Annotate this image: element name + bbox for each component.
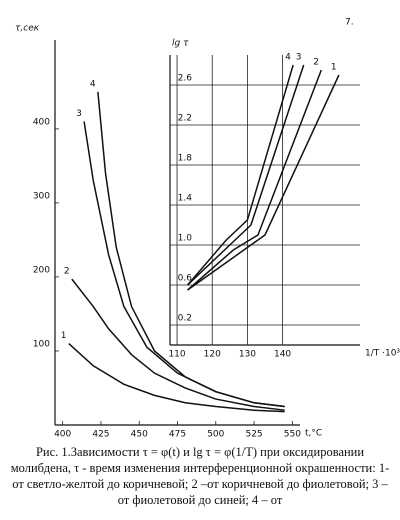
y-tick-label: 300: [33, 191, 50, 201]
curve: [187, 69, 322, 291]
y-tick-label: 0.2: [178, 314, 192, 324]
caption: Рис. 1.Зависимости τ = φ(t) и lg τ = φ(1…: [10, 445, 390, 507]
y-tick-label: 0.6: [178, 274, 193, 284]
curve: [97, 91, 285, 408]
curve-label: 4: [90, 79, 96, 89]
page-number: 7.: [345, 18, 354, 28]
x-tick-label: 550: [284, 430, 301, 440]
curve: [187, 74, 340, 291]
curve: [83, 121, 285, 408]
curve-label: 3: [296, 53, 302, 63]
x-tick-label: 140: [274, 350, 291, 360]
y-tick-label: 2.2: [178, 114, 192, 124]
curve-label: 4: [285, 53, 291, 63]
y-tick-label: 1.4: [178, 194, 193, 204]
y-tick-label: 400: [33, 117, 50, 127]
x-tick-label: 425: [92, 430, 109, 440]
y-axis-label: lg τ: [172, 39, 189, 49]
curve-label: 2: [64, 267, 70, 277]
y-tick-label: 1.8: [178, 154, 193, 164]
curve-label: 1: [331, 63, 337, 73]
y-tick-label: 100: [33, 339, 50, 349]
x-tick-label: 475: [169, 430, 186, 440]
y-tick-label: 1.0: [178, 234, 193, 244]
x-tick-label: 130: [239, 350, 256, 360]
x-tick-label: 110: [168, 350, 185, 360]
x-axis-label: 1/T ·10³: [365, 349, 400, 359]
y-tick-label: 2.6: [178, 74, 193, 84]
curve: [187, 64, 294, 286]
curve: [68, 343, 285, 413]
curve: [187, 64, 305, 286]
curve-label: 2: [313, 58, 319, 68]
x-tick-label: 500: [207, 430, 224, 440]
curve-label: 1: [61, 331, 67, 341]
x-tick-label: 450: [131, 430, 148, 440]
curve-label: 3: [76, 109, 82, 119]
x-tick-label: 525: [245, 430, 262, 440]
y-tick-label: 200: [33, 265, 50, 275]
figure: 7. 400 425 450 475 500 525 550 100 200 300 400 τ,се…: [15, 18, 400, 440]
x-axis-label: t,°C: [305, 429, 322, 439]
x-tick-label: 120: [204, 350, 221, 360]
y-axis-label: τ,сек: [15, 24, 40, 34]
curve: [71, 278, 285, 411]
x-tick-label: 400: [54, 430, 71, 440]
